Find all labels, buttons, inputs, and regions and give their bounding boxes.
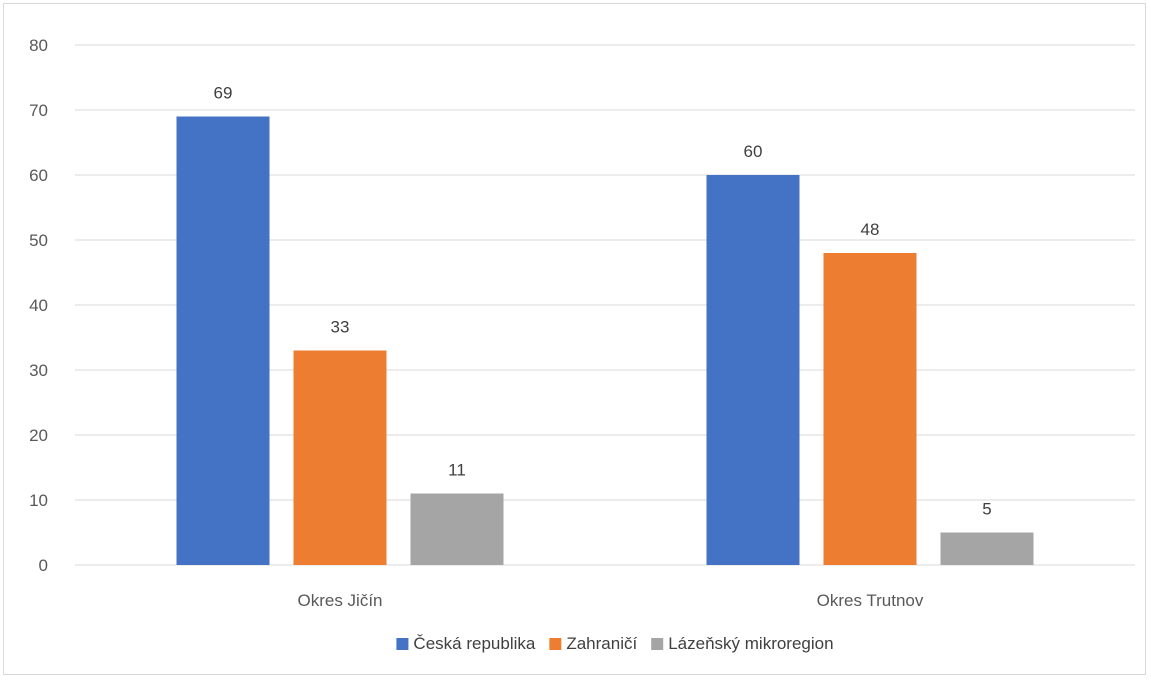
data-label: 69 [214, 84, 233, 103]
y-tick-label: 0 [39, 556, 48, 575]
data-label: 5 [982, 500, 991, 519]
legend[interactable]: Česká republika Zahraničí Lázeňský mikrore… [396, 634, 834, 653]
x-category-label: Okres Trutnov [817, 591, 924, 610]
bar [706, 175, 800, 565]
legend-swatch [651, 638, 664, 650]
y-tick-label: 80 [29, 36, 48, 55]
bar [293, 350, 387, 565]
data-label: 11 [448, 461, 466, 480]
y-tick-label: 60 [29, 166, 48, 185]
legend-item[interactable]: Zahraničí [549, 634, 637, 653]
bar [823, 253, 917, 565]
legend-label: Zahraničí [566, 634, 637, 653]
legend-label: Česká republika [413, 634, 535, 653]
y-tick-label: 40 [29, 296, 48, 315]
x-axis-categories: Okres Jičín Okres Trutnov [297, 591, 923, 610]
legend-swatch [549, 638, 562, 650]
x-category-label: Okres Jičín [297, 591, 382, 610]
y-tick-label: 20 [29, 426, 48, 445]
y-tick-label: 50 [29, 231, 48, 250]
y-axis-ticks: 0 10 20 30 40 50 60 70 80 [29, 36, 48, 575]
legend-label: Lázeňský mikroregion [668, 634, 833, 653]
legend-swatch [396, 638, 409, 650]
bar [410, 493, 504, 565]
legend-item[interactable]: Česká republika [396, 634, 536, 653]
y-tick-label: 30 [29, 361, 48, 380]
legend-item[interactable]: Lázeňský mikroregion [651, 634, 834, 653]
bar [176, 116, 270, 565]
data-labels: 69 33 11 60 48 5 [214, 84, 992, 519]
bar [940, 532, 1034, 565]
bars [176, 116, 1034, 565]
data-label: 33 [331, 318, 350, 337]
y-tick-label: 10 [29, 491, 48, 510]
y-tick-label: 70 [29, 101, 48, 120]
data-label: 48 [861, 220, 880, 239]
data-label: 60 [744, 142, 763, 161]
